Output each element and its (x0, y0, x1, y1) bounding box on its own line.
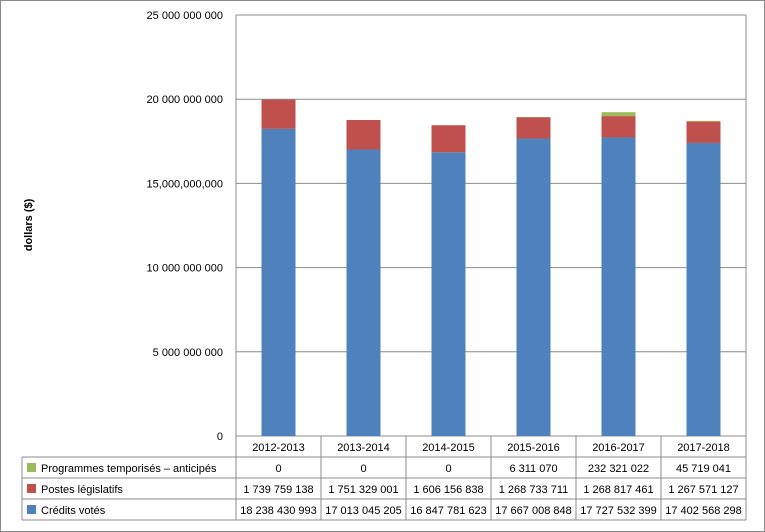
bar-credits-votes (601, 137, 636, 436)
bar-postes-legislatifs (686, 121, 721, 143)
y-tick-labels: 0 5 000 000 000 10 000 000 000 15,000,000,0… (147, 10, 223, 443)
table-cell-value: 1 267 571 127 (668, 484, 738, 496)
table-cell-value: 17 013 045 205 (325, 505, 401, 517)
x-category-label: 2012-2013 (252, 442, 305, 454)
y-tick-label: 10 000 000 000 (147, 263, 223, 275)
table-cell-value: 0 (360, 463, 366, 475)
bar-postes-legislatifs (516, 117, 551, 139)
legend-label: Crédits votés (41, 505, 106, 517)
bar-programmes-temporises (516, 117, 551, 118)
table-cell-value: 17 667 008 848 (495, 505, 571, 517)
table-cell-value: 1 606 156 838 (413, 484, 483, 496)
table-cell-value: 0 (445, 463, 451, 475)
bar-credits-votes (261, 128, 296, 437)
table-cell-value: 6 311 070 (509, 463, 557, 475)
bar-postes-legislatifs (261, 99, 296, 129)
y-axis-label: dollars ($) (23, 198, 35, 251)
bar-credits-votes (516, 138, 551, 437)
x-category-label: 2016-2017 (592, 442, 645, 454)
y-tick-label: 5 000 000 000 (153, 347, 223, 359)
table-cell-value: 17 727 532 399 (580, 505, 656, 517)
x-category-label: 2014-2015 (422, 442, 475, 454)
bar-credits-votes (431, 152, 466, 436)
x-category-label: 2017-2018 (677, 442, 730, 454)
legend-key-1 (27, 484, 36, 493)
y-tick-label: 20 000 000 000 (147, 94, 223, 106)
y-tick-label: 15,000,000,000 (147, 178, 223, 190)
legend-label: Programmes temporisés – anticipés (41, 463, 217, 475)
bar-programmes-temporises (686, 120, 721, 122)
bars (261, 99, 721, 437)
y-tick-label: 25 000 000 000 (147, 10, 223, 22)
table-cell-value: 16 847 781 623 (410, 505, 486, 517)
legend-label: Postes législatifs (41, 484, 123, 496)
table-cell-value: 1 268 733 711 (499, 484, 569, 496)
data-table: 2012-2013 2013-2014 2014-2015 2015-2016 2016… (21, 436, 747, 521)
bar-credits-votes (686, 142, 721, 437)
table-cell-value: 1 268 817 461 (583, 484, 653, 496)
bar-postes-legislatifs (431, 125, 466, 153)
y-tick-label: 0 (217, 431, 223, 443)
bar-credits-votes (346, 149, 381, 437)
table-cell-value: 232 321 022 (588, 463, 649, 475)
table-cell-value: 0 (275, 463, 281, 475)
bar-postes-legislatifs (601, 116, 636, 138)
x-category-label: 2015-2016 (507, 442, 560, 454)
table-cell-value: 17 402 568 298 (665, 505, 741, 517)
legend-key-2 (27, 463, 36, 472)
table-cell-value: 45 719 041 (676, 463, 731, 475)
table-cell-value: 1 751 329 001 (328, 484, 398, 496)
gridlines (235, 14, 747, 437)
table-cell-value: 18 238 430 993 (240, 505, 316, 517)
x-category-label: 2013-2014 (337, 442, 390, 454)
bar-programmes-temporises (601, 112, 636, 117)
legend-key-0 (27, 505, 36, 514)
bar-postes-legislatifs (346, 120, 381, 150)
table-cell-value: 1 739 759 138 (243, 484, 313, 496)
